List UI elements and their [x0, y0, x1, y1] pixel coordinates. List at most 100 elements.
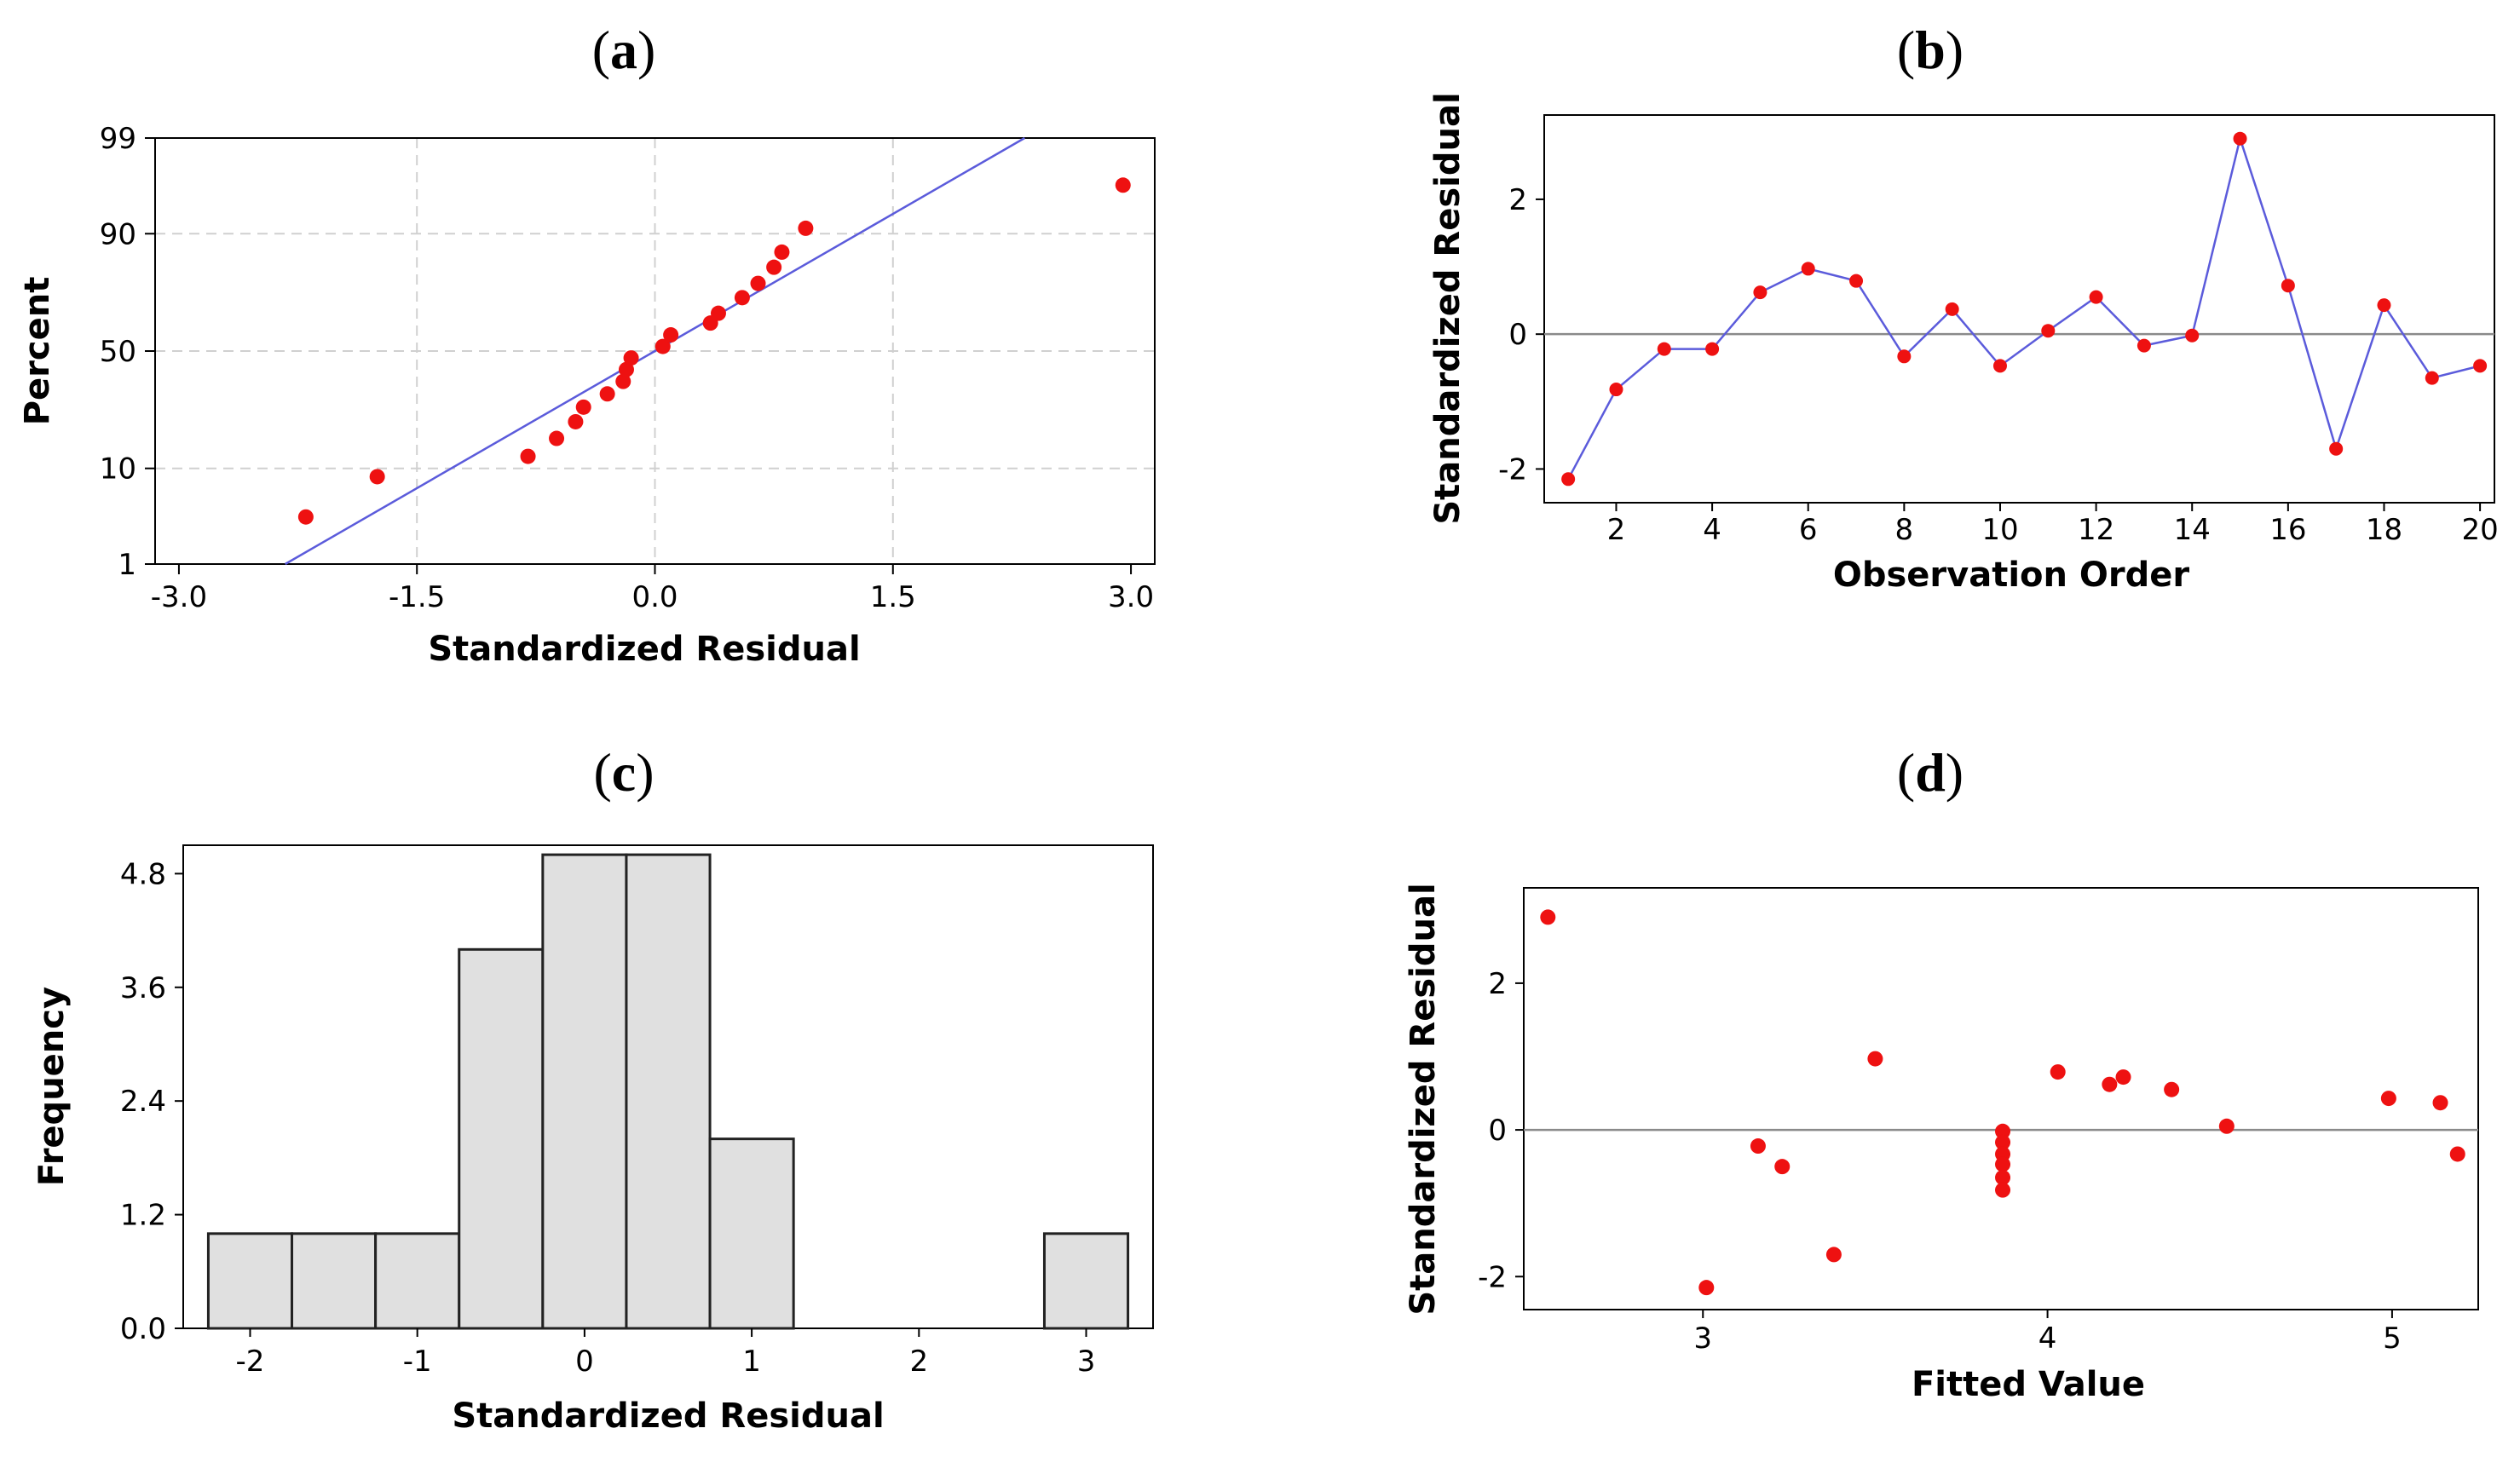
panel-d-point [1698, 1280, 1715, 1296]
panel-b-label: (b) [1897, 20, 1964, 80]
panel-a-point [599, 386, 615, 402]
panel-b-point [1561, 472, 1576, 487]
panel-b-point [1992, 359, 2007, 373]
panel-a-point [750, 275, 766, 291]
panel-d-point [1995, 1182, 2011, 1198]
panel-a-label: (a) [592, 20, 656, 80]
panel-b-y-tick-label: 0 [1508, 318, 1527, 352]
panel-b-x-tick-label: 4 [1703, 513, 1721, 547]
panel-a-point [623, 350, 639, 366]
panel-c-bar [374, 1232, 461, 1330]
panel-a-x-ticks: -3.0 -1.5 0.0 1.5 3.0 [151, 564, 1154, 614]
panel-a-point [575, 399, 591, 415]
panel-d-y-tick-label: 2 [1488, 967, 1507, 1001]
panel-c-y-axis-title: Frequency [32, 987, 72, 1186]
panel-b-series-line [1567, 135, 2481, 480]
panel-d-residuals-vs-fits: (d) 3 4 5 -2 0 2 Fitted Value Standardized R… [1404, 742, 2479, 1404]
panel-d-point [1750, 1138, 1766, 1155]
panel-d-point [2050, 1064, 2066, 1080]
panel-d-plot-frame [1523, 887, 2479, 1310]
panel-a-point [549, 430, 565, 446]
panel-b-x-tick-label: 14 [2174, 513, 2211, 547]
panel-b-y-tick-label: -2 [1498, 452, 1527, 487]
panel-c-letter: c [612, 742, 636, 803]
panel-d-point [2102, 1076, 2118, 1092]
panel-c-bar [458, 947, 545, 1330]
panel-c-label: (c) [593, 742, 654, 803]
panel-d-point [1774, 1159, 1791, 1175]
panel-d-point [2380, 1091, 2396, 1107]
panel-a-point [663, 327, 679, 343]
panel-b-x-tick-label: 2 [1607, 513, 1626, 547]
panel-a-point [774, 244, 790, 260]
panel-a-point [766, 259, 782, 275]
panel-a-y-tick-label: 99 [100, 122, 136, 156]
panel-b-point [2041, 324, 2056, 338]
panel-c-y-tick-label: 2.4 [120, 1085, 166, 1119]
panel-d-x-tick-label: 5 [2383, 1322, 2402, 1356]
panel-c-bar [206, 1232, 294, 1330]
panel-c-bar [541, 853, 628, 1330]
panel-c-bar [1042, 1232, 1130, 1330]
panel-d-y-axis-title: Standardized Residual [1404, 883, 1443, 1315]
panel-a-letter: a [610, 20, 637, 80]
panel-d-x-ticks: 3 4 5 [1693, 1310, 2402, 1356]
panel-a-x-tick-label: 0.0 [631, 580, 678, 614]
panel-a-x-tick-label: -1.5 [389, 580, 445, 614]
panel-a-x-axis-title: Standardized Residual [428, 630, 860, 669]
panel-b-residuals-vs-order: (b) 2 4 6 8 10 12 14 16 18 20 -2 0 2 Observation Or… [1428, 20, 2499, 595]
panel-d-point [2218, 1118, 2235, 1134]
panel-b-point [2473, 359, 2488, 373]
panel-a-points [297, 177, 1131, 525]
panel-c-x-tick-label: 2 [909, 1345, 928, 1379]
panel-b-letter: b [1915, 20, 1946, 80]
panel-c-bars [206, 853, 1130, 1330]
panel-c-x-axis-title: Standardized Residual [452, 1397, 884, 1436]
panel-d-x-tick-label: 4 [2038, 1322, 2057, 1356]
panel-c-x-ticks: -2 -1 0 1 2 3 [236, 1328, 1096, 1379]
panel-c-x-tick-label: 3 [1077, 1345, 1096, 1379]
panel-c-y-tick-label: 1.2 [120, 1199, 166, 1233]
panel-a-y-axis-title: Percent [18, 277, 57, 426]
panel-b-point [2233, 131, 2247, 146]
panel-b-points [1561, 131, 2488, 487]
panel-a-point [568, 413, 584, 429]
panel-d-point [2432, 1095, 2448, 1111]
panel-b-x-tick-label: 8 [1895, 513, 1914, 547]
panel-d-point [1825, 1247, 1842, 1263]
panel-a-point [655, 338, 671, 354]
panel-a-point [710, 305, 726, 321]
panel-a-y-tick-label: 1 [118, 548, 136, 582]
panel-d-point [2164, 1081, 2180, 1097]
panel-a-point [520, 448, 536, 464]
panel-d-point [1995, 1134, 2011, 1150]
panel-b-x-tick-label: 18 [2366, 513, 2402, 547]
panel-b-point [2185, 328, 2200, 343]
panel-d-x-tick-label: 3 [1693, 1322, 1712, 1356]
panel-b-point [1609, 383, 1623, 397]
panel-d-point [1995, 1156, 2011, 1172]
panel-d-letter: d [1915, 742, 1946, 803]
panel-d-points [1540, 909, 2465, 1296]
panel-a-y-tick-label: 50 [100, 335, 136, 369]
panel-c-x-tick-label: -2 [236, 1345, 265, 1379]
panel-d-point [2115, 1069, 2131, 1086]
panel-a-point [615, 373, 631, 389]
panel-a-x-tick-label: 1.5 [870, 580, 916, 614]
panel-d-point [2449, 1146, 2465, 1162]
panel-d-point [1995, 1123, 2011, 1139]
panel-c-bar [625, 853, 712, 1330]
panel-b-point [2329, 441, 2344, 456]
panel-a-fit-line [285, 136, 1025, 566]
panel-c-x-tick-label: -1 [403, 1345, 432, 1379]
panel-a-normal-probability-plot: (a) -3.0 -1.5 0.0 1.5 3.0 1 10 50 90 99 Standard… [18, 20, 1156, 669]
panel-c-bar [291, 1232, 378, 1330]
panel-c-y-tick-label: 4.8 [120, 857, 166, 891]
panel-c-y-ticks: 0.0 1.2 2.4 3.6 4.8 [120, 857, 183, 1346]
panel-d-y-ticks: -2 0 2 [1478, 967, 1524, 1294]
panel-a-y-tick-label: 90 [100, 217, 136, 251]
panel-b-point [2377, 298, 2391, 313]
panel-c-x-tick-label: 0 [575, 1345, 594, 1379]
panel-c-histogram: (c) -2 -1 0 1 2 3 0.0 1.2 2.4 3.6 4.8 Standardize… [32, 742, 1154, 1436]
panel-b-x-ticks: 2 4 6 8 10 12 14 16 18 20 [1607, 503, 2499, 547]
